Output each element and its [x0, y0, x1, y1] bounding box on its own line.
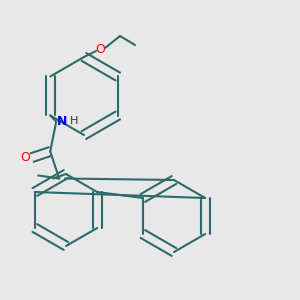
- Text: O: O: [96, 43, 105, 56]
- Text: O: O: [20, 151, 30, 164]
- Text: N: N: [57, 115, 68, 128]
- Text: H: H: [70, 116, 78, 127]
